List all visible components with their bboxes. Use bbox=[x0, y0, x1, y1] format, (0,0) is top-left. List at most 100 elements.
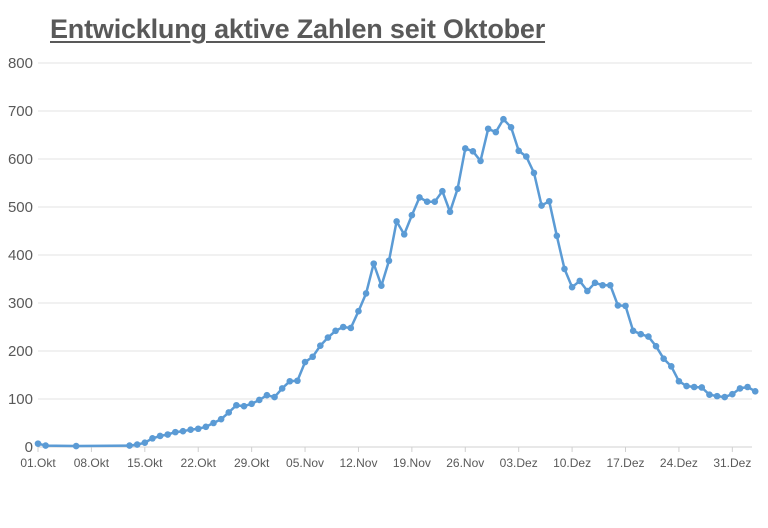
data-point-marker bbox=[393, 218, 400, 225]
data-point-marker bbox=[515, 147, 522, 155]
data-point-marker bbox=[210, 419, 217, 427]
data-point-marker bbox=[439, 187, 446, 195]
data-point-marker bbox=[454, 185, 461, 193]
x-tick-label: 05.Nov bbox=[286, 456, 324, 470]
data-point-marker bbox=[492, 128, 500, 136]
x-tick-label: 03.Dez bbox=[500, 456, 538, 470]
data-point-marker bbox=[408, 211, 416, 219]
data-point-marker bbox=[240, 402, 248, 410]
data-point-marker bbox=[591, 279, 599, 287]
x-tick-label: 08.Okt bbox=[74, 456, 110, 470]
data-point-marker bbox=[133, 441, 141, 448]
data-point-marker bbox=[248, 400, 255, 408]
data-point-marker bbox=[698, 384, 706, 391]
data-point-marker bbox=[400, 231, 408, 238]
data-point-marker bbox=[294, 377, 301, 385]
data-point-marker bbox=[584, 287, 591, 295]
data-point-marker bbox=[34, 440, 42, 447]
x-tick-label: 15.Okt bbox=[127, 456, 163, 470]
data-point-marker bbox=[301, 358, 309, 366]
x-tick-label: 22.Okt bbox=[181, 456, 217, 470]
data-point-marker bbox=[126, 442, 133, 449]
data-point-marker bbox=[72, 442, 80, 450]
data-point-marker bbox=[423, 198, 431, 206]
y-tick-label: 700 bbox=[8, 103, 33, 120]
x-tick-label: 31.Dez bbox=[713, 456, 751, 470]
data-point-marker bbox=[652, 342, 660, 350]
data-point-marker bbox=[500, 115, 507, 123]
y-tick-label: 0 bbox=[25, 439, 33, 456]
data-point-marker bbox=[339, 323, 347, 331]
y-tick-label: 400 bbox=[8, 247, 33, 264]
data-point-marker bbox=[278, 385, 286, 392]
x-tick-label: 10.Dez bbox=[553, 456, 591, 470]
data-point-marker bbox=[477, 157, 484, 165]
data-point-marker bbox=[461, 145, 469, 152]
data-point-marker bbox=[545, 197, 553, 205]
data-point-marker bbox=[507, 124, 515, 131]
data-point-marker bbox=[225, 409, 233, 416]
x-tick-label: 19.Nov bbox=[393, 456, 431, 470]
x-axis-labels: 01.Okt 08.Okt 15.Okt 22.Okt 29.Okt 05.Nov 12.N… bbox=[20, 447, 751, 470]
data-point-marker bbox=[255, 396, 263, 404]
data-point-marker bbox=[713, 392, 721, 400]
data-point-marker bbox=[233, 401, 240, 409]
x-tick-label: 01.Okt bbox=[20, 456, 56, 470]
data-point-marker bbox=[675, 377, 683, 385]
data-point-marker bbox=[378, 282, 385, 290]
series-line bbox=[37, 117, 756, 448]
data-point-marker bbox=[347, 324, 355, 332]
data-point-marker bbox=[484, 125, 492, 133]
y-tick-label: 500 bbox=[8, 199, 33, 216]
x-tick-label: 24.Dez bbox=[660, 456, 698, 470]
chart-title: Entwicklung aktive Zahlen seit Oktober bbox=[50, 14, 546, 44]
data-point-marker bbox=[599, 281, 606, 289]
data-point-marker bbox=[736, 385, 744, 392]
data-point-marker bbox=[362, 290, 370, 297]
data-point-marker bbox=[217, 415, 225, 423]
data-point-marker bbox=[416, 194, 423, 201]
data-point-marker bbox=[690, 383, 698, 391]
gridlines bbox=[38, 62, 752, 448]
data-point-marker bbox=[179, 427, 187, 435]
x-tick-label: 29.Okt bbox=[234, 456, 270, 470]
data-point-marker bbox=[263, 391, 271, 399]
data-point-marker bbox=[568, 283, 576, 291]
data-point-marker bbox=[683, 382, 690, 390]
data-series bbox=[34, 115, 759, 450]
data-point-marker bbox=[614, 302, 622, 309]
data-point-marker bbox=[523, 153, 530, 160]
data-point-marker bbox=[286, 377, 294, 385]
y-tick-label: 800 bbox=[8, 55, 33, 72]
x-tick-label: 12.Nov bbox=[339, 456, 377, 470]
data-point-marker bbox=[172, 428, 179, 436]
data-point-marker bbox=[706, 391, 713, 398]
y-axis-labels: 0 100 200 300 400 500 600 700 800 bbox=[8, 55, 33, 456]
y-tick-label: 200 bbox=[8, 343, 33, 360]
data-point-marker bbox=[164, 431, 172, 438]
data-point-marker bbox=[629, 327, 637, 335]
data-point-marker bbox=[561, 265, 568, 273]
data-point-marker bbox=[431, 198, 439, 206]
data-point-marker bbox=[309, 353, 316, 361]
data-point-marker bbox=[385, 257, 393, 265]
data-point-marker bbox=[156, 432, 164, 440]
y-tick-label: 300 bbox=[8, 295, 33, 312]
data-point-marker bbox=[202, 423, 210, 431]
data-point-marker bbox=[606, 281, 614, 289]
x-tick-label: 26.Nov bbox=[446, 456, 484, 470]
data-point-marker bbox=[42, 442, 49, 449]
data-point-marker bbox=[660, 355, 667, 362]
data-point-marker bbox=[355, 307, 362, 315]
data-point-marker bbox=[553, 232, 561, 240]
data-point-marker bbox=[530, 169, 538, 177]
y-tick-label: 100 bbox=[8, 391, 33, 408]
data-point-marker bbox=[637, 330, 645, 338]
data-point-marker bbox=[446, 208, 454, 216]
data-point-marker bbox=[271, 393, 278, 401]
data-point-marker bbox=[744, 383, 751, 391]
x-tick-label: 17.Dez bbox=[606, 456, 644, 470]
data-point-marker bbox=[469, 148, 477, 155]
y-tick-label: 600 bbox=[8, 151, 33, 168]
